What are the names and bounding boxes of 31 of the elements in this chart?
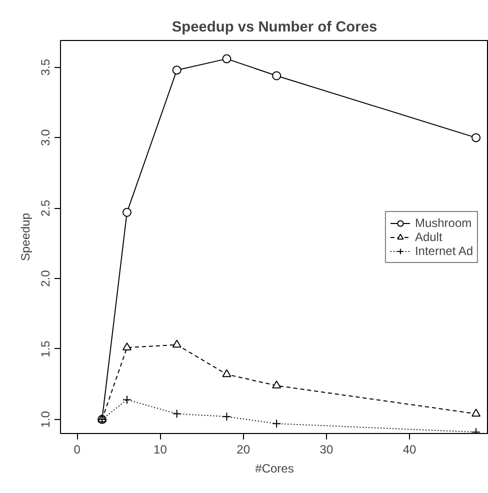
point (122, 395, 132, 404)
point (222, 412, 232, 422)
y-axis-title: Speedup (18, 212, 32, 262)
point (122, 208, 132, 217)
point (222, 54, 232, 64)
point (172, 66, 182, 75)
point (272, 380, 282, 388)
x-tick-label: 40 (402, 442, 417, 456)
y-tick-label: 2.0 (38, 270, 52, 287)
point (172, 340, 182, 348)
legend-label: Mushroom (414, 216, 472, 230)
x-tick-label: 30 (320, 442, 334, 456)
y-tick-label: 2.5 (38, 199, 52, 216)
y-tick-label: 1.0 (38, 410, 52, 428)
legend-label: Adult (414, 230, 442, 244)
point (472, 408, 481, 417)
legend-label: Internet Ad (414, 244, 473, 258)
point (272, 419, 282, 428)
point (222, 369, 232, 378)
point (172, 409, 182, 418)
point (272, 71, 282, 80)
y-tick-label: 3.0 (38, 129, 52, 146)
x-tick-label: 20 (236, 442, 250, 456)
y-tick-label: 1.5 (38, 340, 52, 358)
chart-title: Speedup vs Number of Cores (172, 20, 378, 36)
y-tick-label: 3.5 (38, 58, 52, 76)
x-axis-title: #Cores (255, 462, 294, 476)
x-tick-label: 0 (74, 442, 81, 456)
x-tick-label: 10 (154, 442, 168, 456)
point (472, 133, 481, 142)
point (122, 342, 132, 350)
